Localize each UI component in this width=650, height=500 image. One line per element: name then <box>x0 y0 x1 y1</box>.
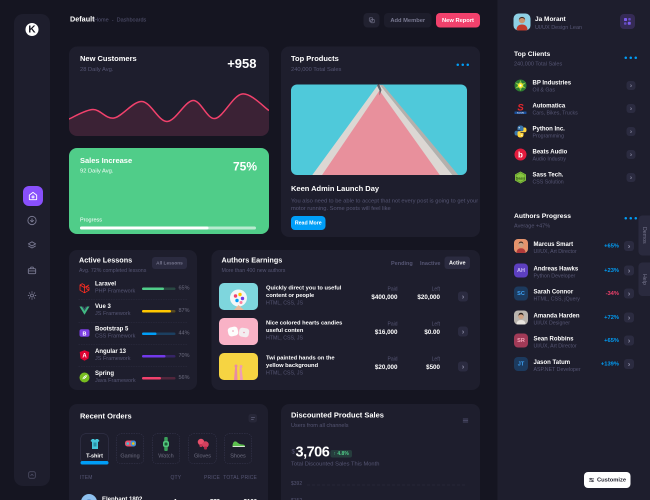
svg-text:B: B <box>83 331 87 337</box>
svg-text:A: A <box>82 354 87 360</box>
svg-text:S: S <box>517 103 524 114</box>
svg-text:SUZUKI: SUZUKI <box>517 113 525 115</box>
svg-text:Sass: Sass <box>516 175 526 180</box>
svg-text:b: b <box>518 151 523 160</box>
